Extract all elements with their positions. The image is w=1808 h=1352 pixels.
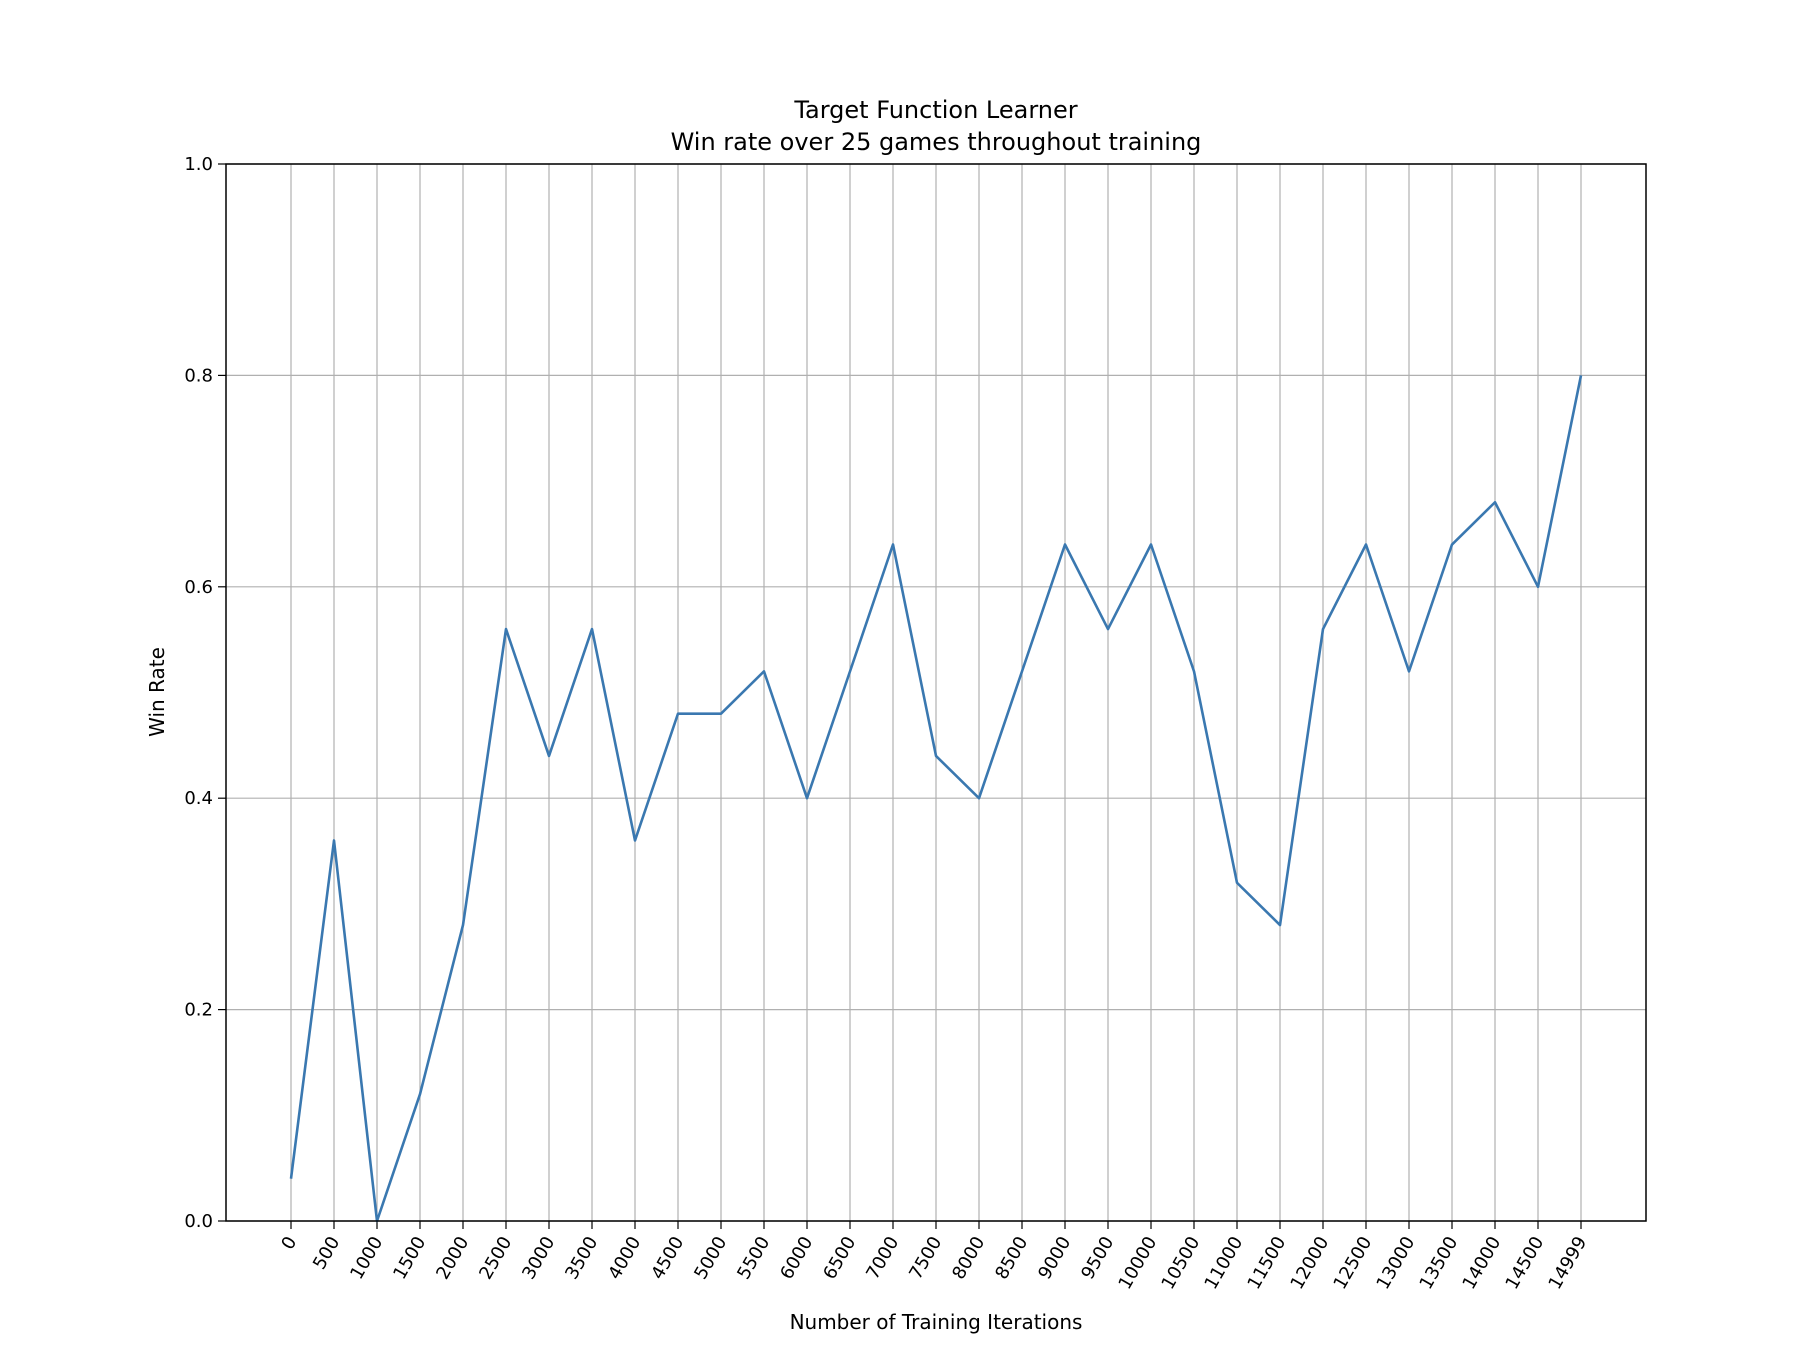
y-tick-label: 0.6 — [184, 577, 213, 598]
x-tick-label: 14000 — [1459, 1233, 1506, 1293]
y-tick-label: 1.0 — [184, 154, 213, 175]
x-tick-label: 5500 — [733, 1233, 774, 1283]
x-axis-label: Number of Training Iterations — [790, 1310, 1083, 1334]
x-tick-label: 8500 — [991, 1233, 1032, 1283]
x-tick-label: 9000 — [1034, 1233, 1075, 1283]
x-tick-label: 1500 — [389, 1233, 430, 1283]
x-tick-label: 6500 — [819, 1233, 860, 1283]
x-tick-label: 14500 — [1502, 1233, 1549, 1293]
y-tick-label: 0.4 — [184, 788, 213, 809]
x-tick-label: 6000 — [776, 1233, 817, 1283]
x-tick-label: 2500 — [475, 1233, 516, 1283]
x-tick-label: 10000 — [1115, 1233, 1162, 1293]
x-tick-label: 12500 — [1330, 1233, 1377, 1293]
grid — [226, 163, 1646, 1222]
x-axis-ticks: 0 500 1000 1500 2000 2500 3000 3500 4000 4500 5000… — [277, 1221, 1591, 1293]
y-tick-label: 0.0 — [184, 1211, 213, 1232]
x-tick-label: 7000 — [862, 1233, 903, 1283]
chart-subtitle: Win rate over 25 games throughout traini… — [671, 128, 1202, 156]
x-tick-label: 0 — [277, 1233, 301, 1253]
chart-title: Target Function Learner — [793, 96, 1077, 124]
series-lines — [289, 375, 1583, 1223]
y-tick-label: 0.2 — [184, 1000, 213, 1021]
x-tick-label: 500 — [309, 1233, 344, 1273]
x-tick-label: 12000 — [1287, 1233, 1334, 1293]
x-tick-label: 9500 — [1077, 1233, 1118, 1283]
x-tick-label: 8000 — [948, 1233, 989, 1283]
x-tick-label: 4000 — [604, 1233, 645, 1283]
x-tick-label: 4500 — [647, 1233, 688, 1283]
x-tick-label: 1000 — [346, 1233, 387, 1283]
x-tick-label: 5000 — [690, 1233, 731, 1283]
y-tick-label: 0.8 — [184, 365, 213, 386]
x-tick-label: 7500 — [905, 1233, 946, 1283]
x-tick-label: 2000 — [432, 1233, 473, 1283]
x-tick-label: 3500 — [561, 1233, 602, 1283]
x-tick-label: 13000 — [1373, 1233, 1420, 1293]
x-tick-label: 13500 — [1416, 1233, 1463, 1293]
y-axis-ticks: 0.0 0.2 0.4 0.6 0.8 1.0 — [184, 154, 226, 1232]
x-tick-label: 3000 — [518, 1233, 559, 1283]
x-tick-label: 11000 — [1201, 1233, 1248, 1293]
x-tick-label: 11500 — [1244, 1233, 1291, 1293]
x-tick-label: 14999 — [1545, 1233, 1592, 1293]
y-axis-label: Win Rate — [145, 647, 169, 737]
plot-area-frame — [225, 163, 1647, 1222]
x-tick-label: 10500 — [1158, 1233, 1205, 1293]
